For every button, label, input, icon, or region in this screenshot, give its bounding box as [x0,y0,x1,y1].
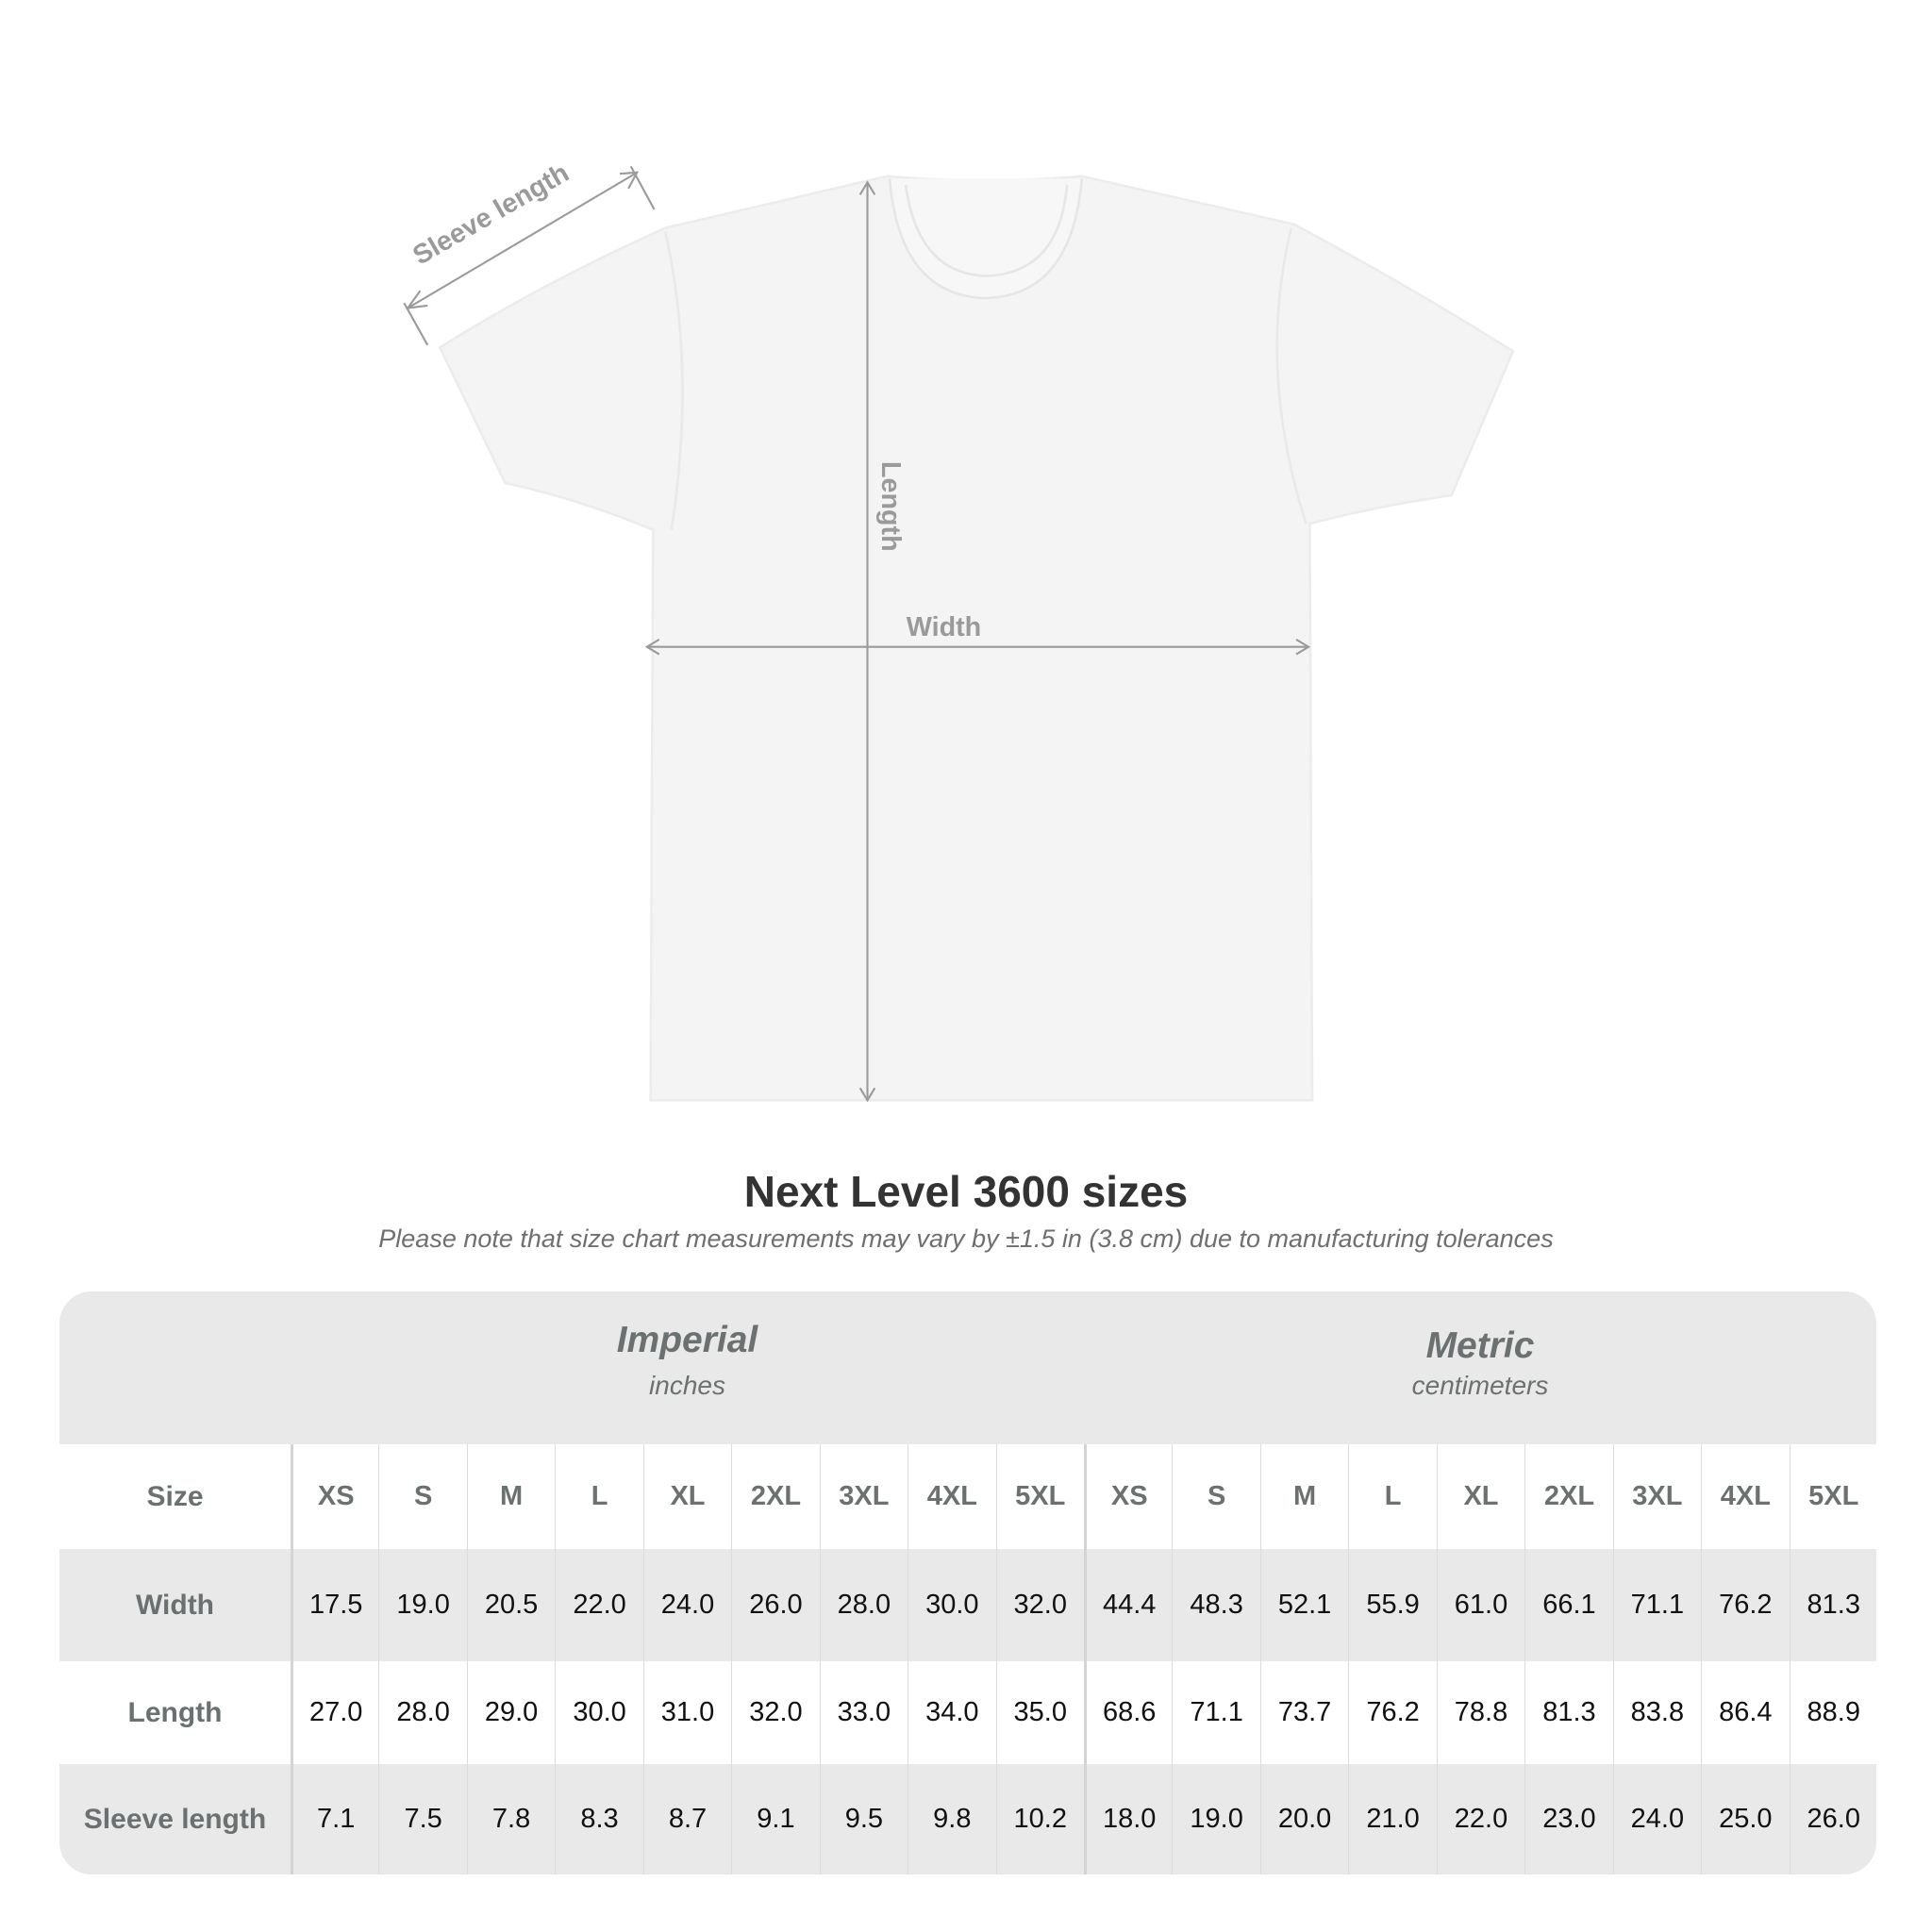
size-column-header: 4XL [1701,1444,1789,1549]
size-column-header: 3XL [1612,1444,1701,1549]
measurement-cell: 8.7 [642,1764,731,1874]
metric-unit: centimeters [1411,1371,1549,1400]
page-title: Next Level 3600 sizes [743,1167,1189,1216]
measurement-cell: 32.0 [995,1549,1084,1661]
metric-header: Metric centimeters [1084,1325,1876,1478]
measurement-cell: 27.0 [291,1661,378,1764]
measurement-cell: 32.0 [731,1661,819,1764]
size-column-header: S [378,1444,466,1549]
row-label: Size [146,1480,204,1512]
sleeve-length-label: Sleeve length [408,158,574,271]
size-column-header: XS [291,1444,378,1549]
metric-title: Metric [1425,1325,1535,1366]
tolerance-note: Please note that size chart measurements… [378,1224,1554,1253]
measurement-cell: 28.0 [378,1661,466,1764]
measurement-cell: 71.1 [1612,1549,1701,1661]
measurement-cell: 68.6 [1084,1661,1172,1764]
measurement-cell: 20.0 [1259,1764,1348,1874]
measurement-cell: 9.1 [731,1764,819,1874]
size-column-header: S [1172,1444,1259,1549]
measurement-cell: 66.1 [1524,1549,1612,1661]
measurement-cell: 7.1 [291,1764,378,1874]
measurement-cell: 24.0 [1612,1764,1701,1874]
measurement-lines [403,165,1311,1103]
row-label: Length [127,1696,223,1728]
measurement-cell: 73.7 [1259,1661,1348,1764]
measurement-cell: 76.2 [1348,1661,1436,1764]
measurement-cell: 44.4 [1084,1549,1172,1661]
size-column-header: M [1259,1444,1348,1549]
measurement-cell: 17.5 [291,1549,378,1661]
measurement-cell: 22.0 [555,1549,642,1661]
sleeve-length-arrow [407,171,638,309]
measurement-cell: 28.0 [819,1549,908,1661]
measurement-cell: 86.4 [1701,1661,1789,1764]
measurement-cell: 26.0 [731,1549,819,1661]
size-column-header: 2XL [731,1444,819,1549]
measurement-cell: 52.1 [1259,1549,1348,1661]
measurement-cell: 76.2 [1701,1549,1789,1661]
measurement-cell: 9.8 [908,1764,995,1874]
size-column-header: XL [642,1444,731,1549]
size-column-header: 2XL [1524,1444,1612,1549]
measurement-cell: 30.0 [555,1661,642,1764]
width-label: Width [907,612,981,642]
imperial-title: Imperial [616,1320,758,1360]
size-column-header: 4XL [908,1444,995,1549]
table-row: Length 27.0 28.0 29.0 30.0 31.0 32.0 33.0 34.0 35… [59,1661,1876,1764]
table-row: Width 17.5 19.0 20.5 22.0 24.0 26.0 28.0 30.0 32.… [59,1549,1876,1661]
measurement-cell: 78.8 [1436,1661,1524,1764]
measurement-cell: 18.0 [1084,1764,1172,1874]
size-column-header: 5XL [995,1444,1084,1549]
measurement-cell: 20.5 [466,1549,555,1661]
measurement-cell: 81.3 [1524,1661,1612,1764]
measurement-cell: 10.2 [995,1764,1084,1874]
measurement-cell: 71.1 [1172,1661,1259,1764]
measurement-cell: 24.0 [642,1549,731,1661]
size-column-header: 3XL [819,1444,908,1549]
measurement-cell: 55.9 [1348,1549,1436,1661]
measurement-cell: 7.5 [378,1764,466,1874]
row-label: Width [135,1589,215,1621]
measurement-cell: 19.0 [378,1549,466,1661]
measurement-cell: 33.0 [819,1661,908,1764]
measurement-cell: 22.0 [1436,1764,1524,1874]
measurement-cell: 9.5 [819,1764,908,1874]
measurement-cell: 83.8 [1612,1661,1701,1764]
measurement-cell: 88.9 [1789,1661,1876,1764]
measurement-cell: 7.8 [466,1764,555,1874]
size-column-header: M [466,1444,555,1549]
measurement-cell: 21.0 [1348,1764,1436,1874]
measurement-cell: 19.0 [1172,1764,1259,1874]
size-column-header: XS [1084,1444,1172,1549]
size-column-header: L [1348,1444,1436,1549]
measurement-cell: 25.0 [1701,1764,1789,1874]
measurement-cell: 29.0 [466,1661,555,1764]
imperial-unit: inches [649,1371,725,1400]
measurement-cell: 8.3 [555,1764,642,1874]
row-label: Sleeve length [83,1803,267,1835]
measurement-cell: 31.0 [642,1661,731,1764]
measurement-cell: 48.3 [1172,1549,1259,1661]
table-row: Sleeve length 7.1 7.5 7.8 8.3 8.7 9.1 9.5 9.8 10.… [59,1764,1876,1874]
measurement-cell: 30.0 [908,1549,995,1661]
measurement-cell: 34.0 [908,1661,995,1764]
imperial-header: Imperial inches [291,1320,1084,1473]
measurement-cell: 81.3 [1789,1549,1876,1661]
measurement-cell: 35.0 [995,1661,1084,1764]
size-column-header: 5XL [1789,1444,1876,1549]
size-header-row: Size XS S M L XL 2XL 3XL 4XL 5XL XS S M L XL 2XL 3XL 4XL 5… [59,1444,1876,1549]
size-column-header: L [555,1444,642,1549]
size-column-header: XL [1436,1444,1524,1549]
measurement-cell: 23.0 [1524,1764,1612,1874]
size-chart-table: Imperial inches Metric centimeters Size X… [59,1291,1876,1874]
tshirt-illustration [438,175,1515,1102]
measurement-cell: 61.0 [1436,1549,1524,1661]
length-label: Length [875,461,906,552]
measurement-cell: 26.0 [1789,1764,1876,1874]
